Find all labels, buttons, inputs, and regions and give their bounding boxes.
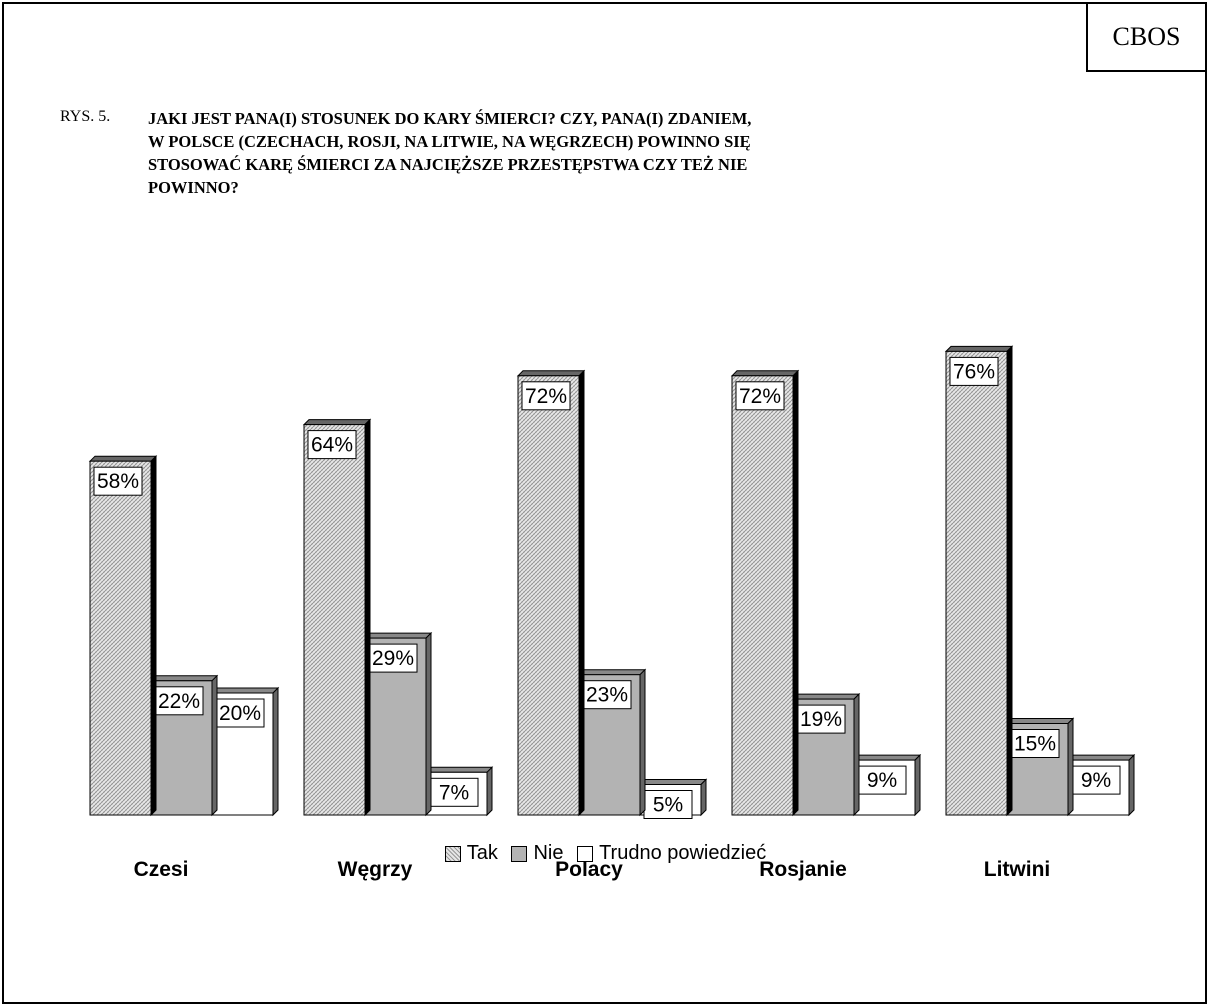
category-label-polacy: Polacy — [555, 858, 623, 881]
bar-top-wegrzy-nie — [363, 632, 433, 639]
value-label-wegrzy-trudno-powiedziec: 7% — [439, 781, 469, 804]
value-label-litwini-trudno-powiedziec: 9% — [1081, 769, 1111, 792]
legend-swatch-trudno — [577, 845, 594, 862]
legend-label-trudno: Trudno powiedzieć — [599, 842, 767, 864]
legend-item-nie: Nie — [511, 842, 564, 865]
value-label-box-rosjanie-tak — [735, 381, 785, 411]
bar-side-rosjanie-tak — [792, 369, 799, 817]
bar-side-wegrzy-tak — [364, 418, 371, 817]
bar-top-czesi-tak — [88, 455, 158, 462]
bar-czesi-tak — [89, 460, 152, 816]
value-label-box-polacy-nie — [582, 680, 632, 710]
bar-top-rosjanie-nie — [791, 693, 861, 700]
legend-item-tak: Tak — [444, 842, 498, 865]
value-label-wegrzy-tak: 64% — [311, 434, 353, 457]
title-line-3: STOSOWAĆ KARĘ ŚMIERCI ZA NAJCIĘŻSZE PRZE… — [148, 155, 748, 174]
bar-side-czesi-nie — [211, 674, 218, 817]
value-label-box-litwini-tak — [949, 356, 999, 386]
bar-side-czesi-tak — [150, 454, 157, 817]
legend-swatch-tak — [444, 845, 461, 862]
bar-top-polacy-nie — [577, 669, 647, 676]
value-label-box-wegrzy-tak — [307, 430, 357, 460]
category-labels: Czesi Węgrzy Polacy Rosjanie Litwini — [134, 858, 1051, 881]
value-label-polacy-nie: 23% — [586, 684, 628, 707]
bar-side-litwini-trudno-powiedziec — [1128, 753, 1135, 817]
category-label-czesi: Czesi — [134, 858, 189, 881]
bar-group-polacy-tak — [516, 369, 586, 817]
figure-label: RYS. 5. — [60, 108, 111, 125]
bar-side-litwini-tak — [1006, 345, 1013, 817]
bar-top-litwini-trudno-powiedziec — [1066, 754, 1136, 761]
bar-side-polacy-trudno-powiedziec — [700, 778, 707, 817]
title-line-2: W POLSCE (CZECHACH, ROSJI, NA LITWIE, NA… — [148, 132, 751, 151]
bar-top-rosjanie-tak — [730, 370, 800, 377]
category-label-rosjanie: Rosjanie — [759, 858, 847, 881]
bar-wegrzy-tak — [303, 424, 366, 816]
value-label-box-litwini-trudno-powiedziec — [1071, 765, 1121, 795]
value-label-box-litwini-nie — [1010, 729, 1060, 758]
value-label-czesi-tak: 58% — [97, 470, 139, 493]
title-line-1: JAKI JEST PANA(I) STOSUNEK DO KARY ŚMIER… — [148, 109, 752, 128]
value-label-litwini-nie: 15% — [1014, 733, 1056, 756]
bar-top-rosjanie-trudno-powiedziec — [852, 754, 922, 761]
value-label-polacy-tak: 72% — [525, 385, 567, 408]
bar-top-litwini-nie — [1005, 718, 1075, 724]
title-line-4: POWINNO? — [148, 178, 239, 197]
bar-rosjanie-tak — [731, 375, 794, 816]
bar-top-czesi-nie — [149, 675, 219, 682]
bar-side-polacy-nie — [639, 668, 646, 817]
bar-top-polacy-trudno-powiedziec — [638, 779, 708, 785]
bars-layer: 20% 22% 58% 7% 29% 64% 5% 23% 72% 9% 19% 72% 9% 15% 76… — [88, 345, 1136, 819]
bar-top-litwini-tak — [944, 345, 1014, 352]
bar-polacy-tak — [517, 375, 580, 816]
category-label-litwini: Litwini — [984, 858, 1051, 881]
bar-top-wegrzy-trudno-powiedziec — [424, 766, 494, 773]
legend-item-trudno: Trudno powiedzieć — [577, 842, 766, 865]
value-label-rosjanie-tak: 72% — [739, 385, 781, 408]
bar-group-litwini-tak — [944, 345, 1014, 817]
value-label-wegrzy-nie: 29% — [372, 647, 414, 670]
value-label-box-wegrzy-trudno-powiedziec — [429, 777, 479, 807]
value-label-czesi-nie: 22% — [158, 690, 200, 713]
bar-litwini-tak — [945, 350, 1008, 816]
value-label-box-polacy-tak — [521, 381, 571, 411]
legend-label-tak: Tak — [466, 842, 498, 864]
bar-top-wegrzy-tak — [302, 419, 372, 426]
value-label-polacy-trudno-powiedziec: 5% — [653, 794, 683, 817]
value-label-box-czesi-tak — [93, 466, 143, 496]
category-label-wegrzy: Węgrzy — [338, 858, 413, 881]
bar-side-litwini-nie — [1067, 717, 1074, 817]
value-label-litwini-tak: 76% — [953, 360, 995, 383]
bar-side-wegrzy-trudno-powiedziec — [486, 766, 493, 817]
bar-top-czesi-trudno-powiedziec — [210, 687, 280, 694]
bar-top-polacy-tak — [516, 370, 586, 377]
bar-group-wegrzy-tak — [302, 418, 372, 817]
legend: Tak Nie Trudno powiedzieć — [0, 842, 1211, 868]
legend-swatch-nie — [511, 845, 528, 862]
value-label-box-rosjanie-trudno-powiedziec — [857, 765, 907, 795]
brand-logo: CBOS — [1086, 4, 1205, 72]
value-label-czesi-trudno-powiedziec: 20% — [219, 702, 261, 725]
bar-side-rosjanie-nie — [853, 692, 860, 817]
value-label-rosjanie-nie: 19% — [800, 708, 842, 731]
value-label-rosjanie-trudno-powiedziec: 9% — [867, 769, 897, 792]
value-label-box-czesi-trudno-powiedziec — [215, 698, 265, 728]
bar-group-rosjanie-tak — [730, 369, 800, 817]
bar-side-czesi-trudno-powiedziec — [272, 686, 279, 817]
legend-label-nie: Nie — [533, 842, 564, 864]
chart-title: JAKI JEST PANA(I) STOSUNEK DO KARY ŚMIER… — [148, 107, 1068, 199]
bar-side-polacy-tak — [578, 369, 585, 817]
bar-side-rosjanie-trudno-powiedziec — [914, 753, 921, 817]
bar-group-czesi-tak — [88, 454, 158, 817]
bar-side-wegrzy-nie — [425, 631, 432, 817]
